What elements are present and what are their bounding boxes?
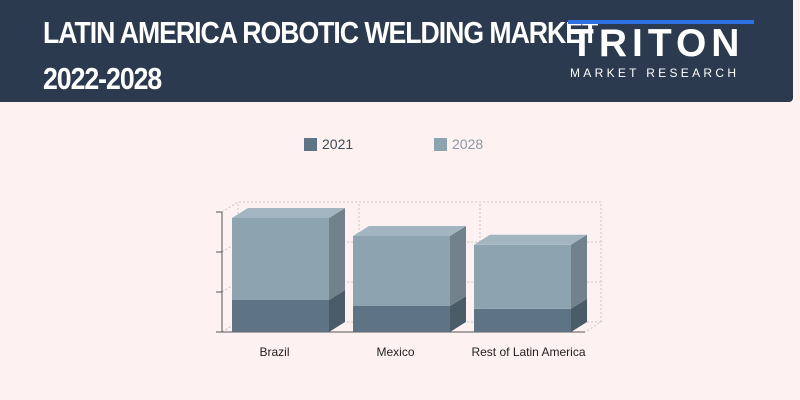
legend-label-2021: 2021 — [322, 136, 354, 152]
bar-2028-brazil-front — [232, 218, 329, 300]
bar-2021-rest-of-latin-america-front — [474, 308, 571, 332]
header-banner: LATIN AMERICA ROBOTIC WELDING MARKET 202… — [0, 0, 793, 102]
title-line-1: LATIN AMERICA ROBOTIC WELDING MARKET — [43, 15, 598, 50]
triton-logo: TRITON MARKET RESEARCH — [568, 18, 758, 84]
legend-swatch-2021 — [304, 138, 317, 151]
bar-2021-mexico-side — [450, 296, 466, 332]
logo-wordmark: TRITON — [570, 22, 745, 65]
bar-2021-brazil-side — [329, 290, 345, 332]
bar-2028-rest-of-latin-america-top — [474, 234, 587, 245]
x-tick-label: Mexico — [376, 345, 414, 359]
bar-2028-rest-of-latin-america-side — [571, 234, 587, 309]
logo-accent-bar — [568, 20, 754, 24]
bar-2028-mexico-front — [353, 236, 450, 306]
bar-2028-brazil-top — [232, 208, 345, 218]
bar-2028-mexico-side — [450, 226, 466, 306]
logo-subtitle: MARKET RESEARCH — [570, 66, 740, 80]
x-tick-label: Rest of Latin America — [471, 345, 585, 359]
bar-2021-rest-of-latin-america-side — [571, 298, 587, 332]
bar-2028-brazil-side — [329, 208, 345, 300]
legend-item-2021: 2021 — [304, 136, 353, 152]
legend-item-2028: 2028 — [434, 136, 483, 152]
title-line-2: 2022-2028 — [43, 61, 162, 96]
x-tick-label: Brazil — [259, 345, 289, 359]
bar-2028-rest-of-latin-america-front — [474, 244, 571, 309]
bar-2021-mexico-front — [353, 306, 450, 332]
page-title: LATIN AMERICA ROBOTIC WELDING MARKET 202… — [43, 10, 598, 102]
bar-2021-brazil-front — [232, 300, 329, 332]
bar-2028-mexico-top — [353, 226, 466, 236]
grid-line — [221, 201, 601, 213]
legend-swatch-2028 — [434, 138, 447, 151]
legend-label-2028: 2028 — [452, 136, 484, 152]
